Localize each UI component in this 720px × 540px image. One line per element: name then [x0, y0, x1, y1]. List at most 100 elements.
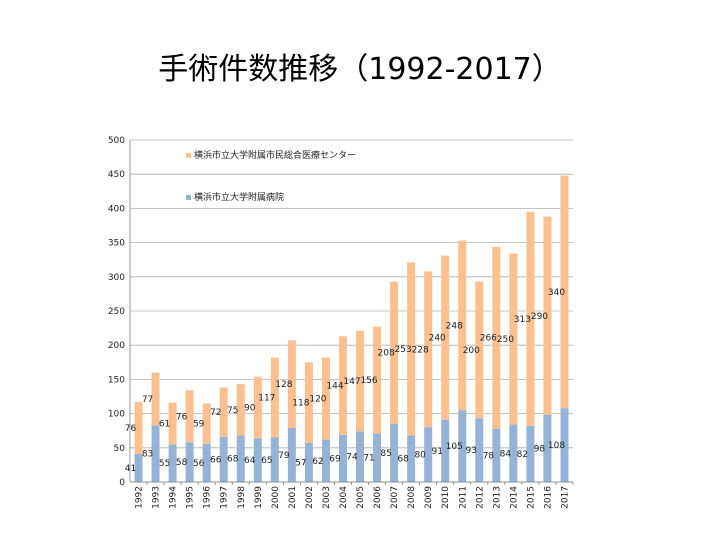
bar-medical-center	[458, 240, 467, 411]
data-label-medical-center: 76	[176, 412, 188, 422]
bar-hospital	[475, 418, 484, 482]
data-label-hospital: 68	[397, 455, 409, 465]
data-label-hospital: 84	[500, 449, 512, 459]
bar-medical-center	[304, 362, 313, 444]
bar-hospital	[304, 443, 313, 482]
x-tick-label: 2005	[356, 486, 366, 509]
x-tick-label: 2009	[424, 486, 434, 509]
bar-hospital	[185, 442, 194, 482]
data-label-hospital: 71	[363, 454, 374, 464]
bar-medical-center	[475, 281, 484, 419]
bar-hospital	[543, 414, 552, 482]
bar-medical-center	[321, 357, 330, 440]
data-label-hospital: 64	[244, 456, 256, 466]
legend-label: 横浜市立大学附属市民総合医療センター	[194, 149, 356, 161]
bar-hospital	[526, 425, 535, 482]
bar-hospital	[560, 408, 569, 482]
bar-medical-center	[338, 336, 347, 435]
x-tick-label: 2003	[322, 486, 332, 509]
x-tick-label: 2011	[458, 486, 468, 509]
data-label-hospital: 93	[466, 446, 477, 456]
bar-hospital	[373, 433, 382, 482]
y-tick-label: 400	[108, 204, 125, 214]
bar-medical-center	[168, 402, 177, 445]
y-tick-label: 150	[108, 375, 125, 385]
legend-label: 横浜市立大学附属病院	[194, 191, 284, 203]
x-tick-label: 2007	[390, 486, 400, 509]
y-tick-label: 350	[108, 239, 125, 249]
bar-hospital	[441, 419, 450, 482]
data-label-hospital: 69	[329, 454, 341, 464]
data-label-hospital: 98	[534, 444, 546, 454]
bars	[134, 175, 569, 482]
data-label-medical-center: 59	[193, 420, 205, 430]
bar-hospital	[458, 410, 467, 482]
bar-hospital	[253, 438, 262, 482]
bar-medical-center	[441, 255, 450, 420]
gridlines	[130, 139, 573, 483]
x-tick-label: 1997	[220, 486, 230, 509]
y-tick-label: 300	[108, 273, 125, 283]
data-label-medical-center: 61	[159, 420, 170, 430]
bar-hospital	[407, 435, 416, 482]
bar-medical-center	[185, 390, 194, 443]
data-label-medical-center: 253	[395, 345, 412, 355]
data-labels: 41 76 83 77 55 61 58 76 56 59 66 72 68 75 64 90 65 117 79 1…	[125, 288, 566, 474]
data-label-hospital: 78	[483, 451, 495, 461]
x-tick-label: 2006	[373, 486, 383, 509]
bar-medical-center	[356, 330, 365, 432]
data-label-hospital: 85	[380, 449, 391, 459]
bar-medical-center	[390, 281, 399, 424]
data-label-medical-center: 120	[309, 395, 326, 405]
bar-medical-center	[424, 271, 433, 428]
data-label-hospital: 74	[346, 453, 358, 463]
data-label-medical-center: 90	[244, 403, 256, 413]
data-label-hospital: 56	[193, 459, 205, 469]
bar-medical-center	[407, 262, 416, 436]
data-label-medical-center: 77	[142, 395, 153, 405]
data-label-hospital: 55	[159, 459, 170, 469]
x-tick-label: 2000	[271, 486, 281, 509]
bar-medical-center	[151, 372, 160, 426]
bar-medical-center	[134, 401, 143, 454]
y-tick-label: 0	[119, 478, 125, 488]
data-label-hospital: 82	[517, 450, 528, 460]
bar-medical-center	[219, 387, 228, 437]
data-label-hospital: 83	[142, 450, 153, 460]
bar-hospital	[168, 444, 177, 482]
data-label-hospital: 66	[210, 455, 222, 465]
y-tick-label: 450	[108, 170, 125, 180]
bar-medical-center	[270, 357, 279, 438]
bar-medical-center	[287, 340, 296, 428]
bar-hospital	[356, 431, 365, 482]
bar-hospital	[270, 437, 279, 482]
y-tick-label: 50	[114, 444, 126, 454]
bar-medical-center	[543, 216, 552, 415]
bar-hospital	[151, 425, 160, 482]
data-label-hospital: 41	[125, 464, 136, 474]
bar-medical-center	[492, 246, 501, 429]
data-label-hospital: 65	[261, 456, 272, 466]
axes: 0 50 100 150 200 250 300 350 400 450 500 1992 1993 19…	[108, 136, 574, 509]
x-tick-label: 2004	[339, 486, 349, 509]
x-tick-label: 1994	[169, 486, 179, 509]
bar-hospital	[338, 434, 347, 482]
data-label-medical-center: 117	[258, 394, 275, 404]
bar-hospital	[321, 439, 330, 482]
data-label-medical-center: 240	[429, 334, 446, 344]
x-tick-label: 2013	[492, 486, 502, 509]
y-tick-label: 500	[108, 136, 125, 146]
x-tick-label: 2002	[305, 486, 315, 509]
legend-swatch	[186, 195, 191, 200]
x-tick-label: 1998	[237, 486, 247, 509]
data-label-hospital: 80	[414, 451, 426, 461]
bar-medical-center	[509, 253, 518, 425]
x-tick-label: 2010	[441, 486, 451, 509]
bar-hospital	[202, 443, 211, 482]
y-tick-label: 100	[108, 410, 125, 420]
x-tick-label: 2017	[560, 486, 570, 509]
page-title: 手術件数推移（1992-2017）	[158, 52, 562, 87]
x-tick-label: 1995	[186, 486, 196, 509]
data-label-medical-center: 128	[275, 380, 292, 390]
